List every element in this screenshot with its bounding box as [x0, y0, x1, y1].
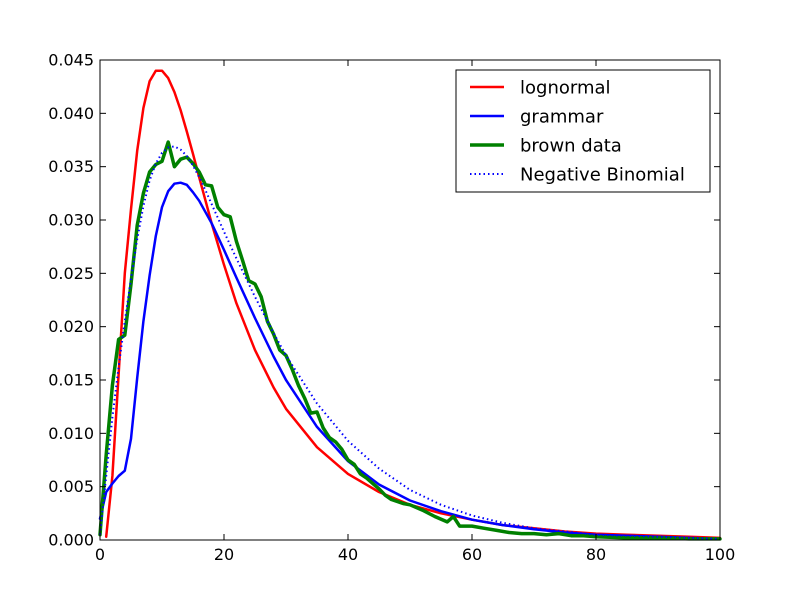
legend-label-3: Negative Binomial: [520, 165, 685, 186]
y-tick-label-0: 0.000: [48, 531, 94, 550]
x-axis: 0 20 40 60 80 100: [95, 60, 735, 564]
y-tick-label-4: 0.020: [48, 317, 94, 336]
x-tick-label-4: 80: [586, 545, 606, 564]
y-tick-label-7: 0.035: [48, 157, 94, 176]
series-line-1: [98, 181, 722, 541]
y-tick-label-8: 0.040: [48, 104, 94, 123]
legend-label-0: lognormal: [520, 78, 611, 99]
y-tick-label-3: 0.015: [48, 371, 94, 390]
y-axis: 0.000 0.005 0.010 0.015 0.020 0.025 0.030 0.035…: [48, 51, 720, 550]
plot-lines: [98, 69, 722, 541]
y-tick-label-6: 0.030: [48, 211, 94, 230]
x-tick-label-1: 20: [214, 545, 234, 564]
plot-frame: [99, 59, 721, 541]
legend: lognormal grammar brown data Negative Binom…: [455, 69, 711, 193]
x-tick-label-2: 40: [338, 545, 358, 564]
series-line-2: [98, 140, 722, 541]
y-tick-label-2: 0.010: [48, 424, 94, 443]
legend-label-2: brown data: [520, 136, 622, 157]
x-tick-label-5: 100: [705, 545, 736, 564]
x-tick-label-3: 60: [462, 545, 482, 564]
y-tick-label-1: 0.005: [48, 477, 94, 496]
legend-label-1: grammar: [520, 107, 604, 128]
y-tick-label-9: 0.045: [48, 51, 94, 70]
legend-box: [455, 69, 711, 193]
y-tick-label-5: 0.025: [48, 264, 94, 283]
x-tick-label-0: 0: [95, 545, 105, 564]
